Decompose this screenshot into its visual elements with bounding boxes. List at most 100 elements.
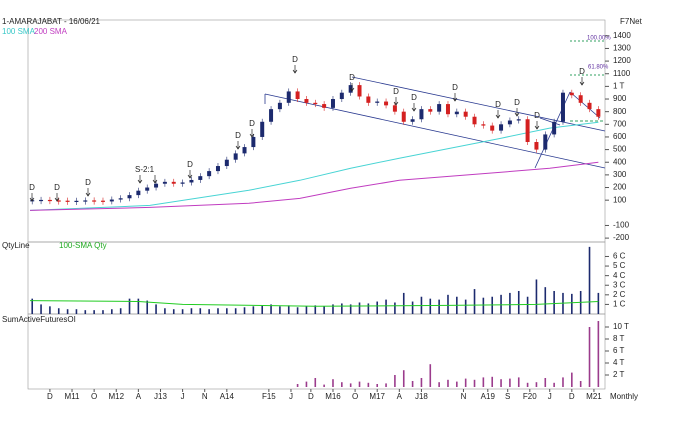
bar [181, 309, 184, 314]
marker-arrow [187, 170, 193, 179]
bar [305, 306, 308, 314]
marker-arrow [349, 83, 355, 92]
x-tick-label: A [136, 392, 142, 401]
bar [402, 292, 405, 314]
marker-arrow [29, 193, 35, 202]
y-tick-label: 2 C [613, 290, 626, 299]
marker-arrow [514, 108, 520, 117]
bar [358, 381, 361, 387]
bar [571, 293, 573, 314]
bar [332, 379, 334, 387]
y-tick-label: 10 T [613, 322, 629, 331]
bar [261, 305, 264, 314]
marker-arrow [292, 65, 298, 74]
y-tick-label: 800 [613, 107, 627, 116]
bar [102, 310, 104, 314]
bar [323, 384, 325, 387]
bar [84, 310, 87, 314]
fib-label: 100.00% [587, 36, 611, 42]
x-tick-label: J [181, 392, 185, 401]
bar [279, 306, 281, 314]
period-label: Monthly [610, 392, 638, 401]
y-tick-label: 200 [613, 183, 627, 192]
bar [535, 279, 538, 314]
bar [270, 304, 272, 314]
bar [119, 308, 122, 314]
bar [93, 310, 95, 314]
y-tick-label: 1400 [613, 31, 631, 40]
bar [429, 364, 432, 387]
bar [367, 382, 370, 387]
y-tick-label: 1300 [613, 44, 631, 53]
x-tick-label: J [548, 392, 552, 401]
source: F7Net [620, 17, 643, 26]
x-tick-label: A14 [220, 392, 235, 401]
bar [588, 327, 591, 387]
bar [447, 294, 449, 314]
bar [535, 382, 538, 387]
dividend-marker: D [452, 83, 458, 92]
bar [243, 307, 246, 314]
dividend-marker: D [54, 183, 60, 192]
y-tick-label: 1200 [613, 56, 631, 65]
y-tick-label: 4 C [613, 271, 626, 280]
y-tick-label: 6 T [613, 346, 625, 355]
dividend-marker: D [514, 98, 520, 107]
bar [579, 381, 582, 387]
bar [358, 302, 361, 314]
x-tick-label: S [505, 392, 510, 401]
bar [341, 382, 343, 387]
bar [376, 384, 379, 387]
bar [349, 383, 352, 387]
x-tick-label: M11 [65, 392, 81, 401]
bar [137, 298, 140, 314]
x-tick-label: D [569, 392, 575, 401]
dividend-marker: D [187, 160, 193, 169]
bar [385, 383, 387, 387]
bar [146, 300, 149, 314]
bar [411, 381, 414, 387]
bar [190, 308, 193, 314]
y-tick-label: 5 C [613, 261, 626, 270]
legend-oi: SumActiveFuturesOI [2, 315, 76, 324]
bar [128, 298, 131, 314]
bar [562, 377, 564, 387]
dividend-marker: D [579, 67, 585, 76]
dividend-marker: D [534, 111, 540, 120]
bar [402, 370, 405, 387]
bar [438, 382, 440, 387]
y-tick-label: 100 [613, 195, 627, 204]
y-tick-label: 4 T [613, 358, 625, 367]
y-tick-label: 600 [613, 132, 627, 141]
bar [234, 308, 237, 314]
bar [420, 378, 423, 387]
x-tick-label: A [397, 392, 403, 401]
bar [252, 306, 255, 314]
bar [517, 290, 520, 314]
dividend-marker: D [29, 183, 35, 192]
bar [509, 292, 511, 314]
bar [305, 381, 308, 387]
bar [155, 304, 157, 314]
bar [473, 379, 476, 387]
split-label: S-2:1 [135, 165, 155, 174]
sma-line [29, 161, 599, 211]
bar [588, 246, 591, 314]
marker-arrow [452, 93, 458, 102]
bar [341, 303, 343, 314]
bar [597, 292, 600, 314]
bar [482, 377, 485, 387]
dividend-marker: D [249, 119, 255, 128]
bar [296, 307, 299, 314]
bar [57, 308, 60, 314]
marker-arrow [534, 121, 540, 130]
bar [314, 305, 317, 314]
bar [49, 306, 51, 314]
bar [411, 301, 414, 314]
fib-label: 61.80% [588, 65, 609, 71]
marker-arrow [137, 175, 143, 184]
bar [482, 297, 485, 314]
bar [509, 378, 511, 387]
bar [473, 289, 476, 314]
